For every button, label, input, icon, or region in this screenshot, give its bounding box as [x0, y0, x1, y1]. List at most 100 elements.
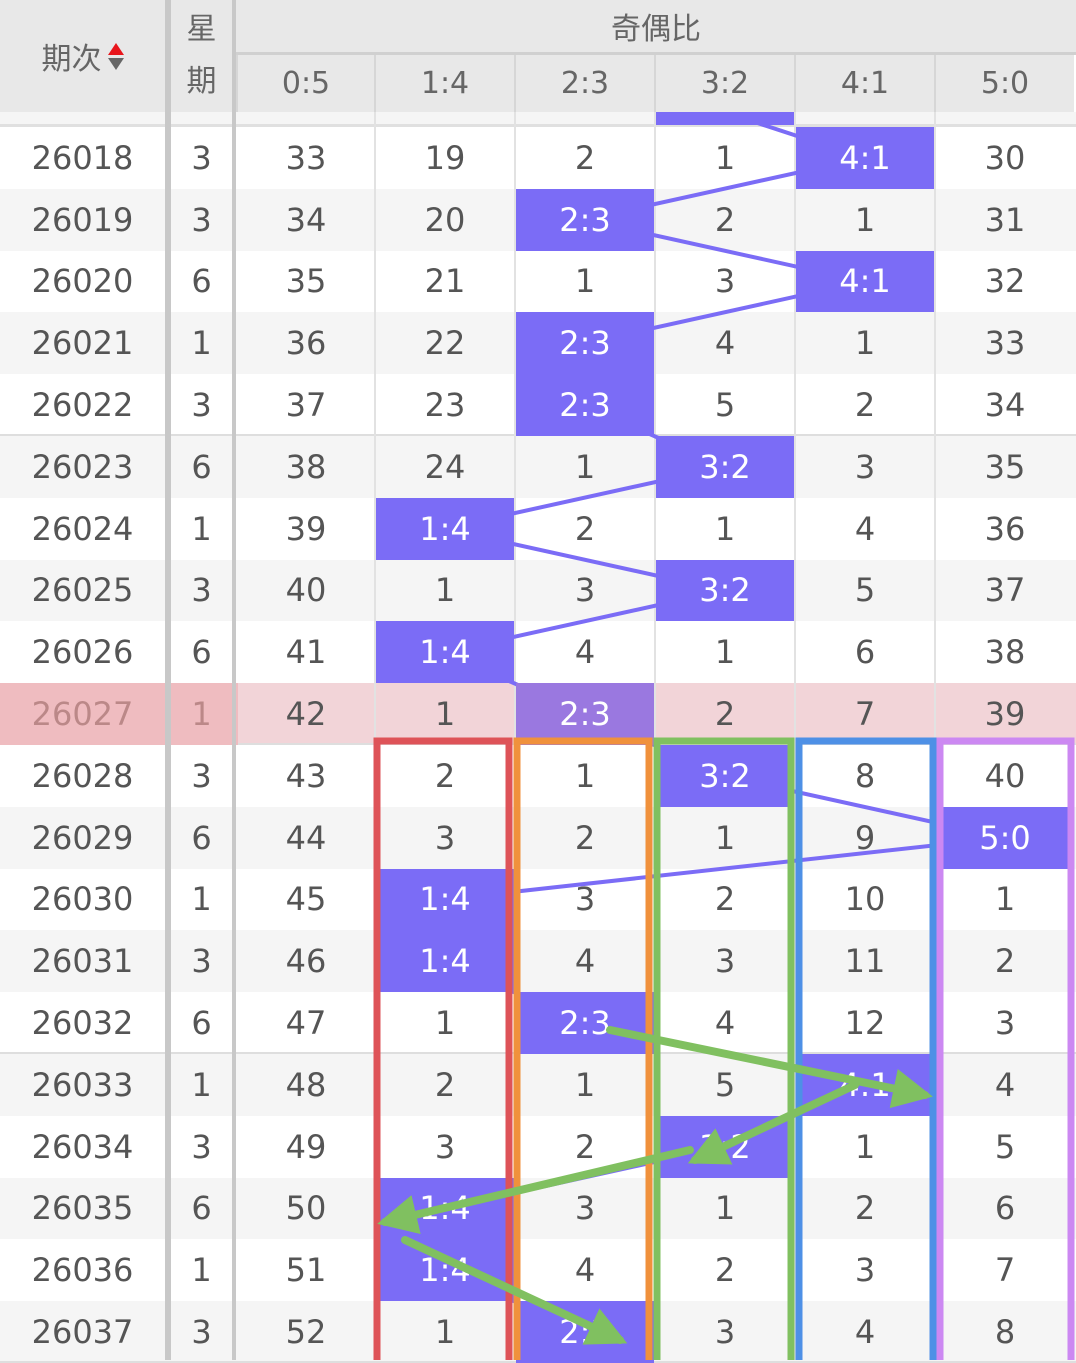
ratio-miss-count-cell: 1 [714, 818, 736, 857]
ratio-miss-count-cell: 6 [854, 633, 876, 672]
column-header: 0:5 [236, 55, 374, 112]
ratio-miss-count-cell: 1 [434, 1313, 456, 1352]
ratio-miss-count-cell: 4 [574, 942, 596, 981]
ratio-miss-count-cell: 33 [984, 324, 1026, 363]
ratio-miss-count-cell: 7 [854, 695, 876, 734]
ratio-miss-count-cell: 34 [285, 200, 327, 239]
ratio-miss-count-cell: 1 [714, 138, 736, 177]
ratio-miss-count-cell: 2 [714, 695, 736, 734]
weekday-cell: 3 [191, 386, 212, 425]
ratio-miss-count-cell: 4 [714, 1004, 736, 1043]
ratio-miss-count-cell: 4 [854, 1313, 876, 1352]
ratio-miss-count-cell: 5 [714, 386, 736, 425]
ratio-miss-count-cell: 40 [984, 756, 1026, 795]
ratio-miss-count-cell: 49 [285, 1127, 327, 1166]
ratio-miss-count-cell: 46 [285, 942, 327, 981]
period-cell: 26027 [31, 695, 134, 734]
column-header: 5:0 [934, 55, 1074, 112]
ratio-miss-count-cell: 8 [854, 756, 876, 795]
period-header[interactable]: 期次 [0, 0, 165, 112]
ratio-miss-count-cell: 1 [574, 262, 596, 301]
ratio-miss-count-cell: 1 [434, 571, 456, 610]
ratio-hit-cell: 5:0 [936, 806, 1074, 869]
ratio-miss-count-cell: 35 [984, 447, 1026, 486]
ratio-miss-count-cell: 1 [714, 509, 736, 548]
ratio-miss-count-cell: 30 [984, 138, 1026, 177]
weekday-cell: 1 [191, 324, 212, 363]
weekday-cell: 3 [191, 942, 212, 981]
weekday-cell: 1 [191, 1251, 212, 1290]
weekday-cell: 6 [191, 1004, 212, 1043]
weekday-cell: 3 [191, 756, 212, 795]
ratio-miss-count-cell: 37 [285, 386, 327, 425]
ratio-miss-count-cell: 8 [994, 1313, 1016, 1352]
ratio-hit-cell: 2:3 [516, 1301, 654, 1363]
ratio-miss-count-cell: 2 [714, 880, 736, 919]
ratio-miss-count-cell: 31 [984, 200, 1026, 239]
ratio-miss-count-cell: 6 [994, 1189, 1016, 1228]
column-line [374, 112, 376, 1360]
column-divider [165, 0, 171, 1360]
ratio-miss-count-cell: 36 [285, 324, 327, 363]
ratio-miss-count-cell: 50 [285, 1189, 327, 1228]
ratio-miss-count-cell: 4 [714, 324, 736, 363]
ratio-hit-cell: 1:4 [376, 1239, 514, 1302]
ratio-miss-count-cell: 39 [285, 509, 327, 548]
ratio-hit-cell: 4:1 [796, 250, 934, 313]
weekday-header: 星 期 [171, 0, 232, 112]
weekday-cell: 3 [191, 571, 212, 610]
weekday-cell: 6 [191, 818, 212, 857]
column-divider [232, 0, 236, 1360]
weekday-cell: 1 [191, 695, 212, 734]
column-line [794, 112, 796, 1360]
ratio-miss-count-cell: 1 [574, 447, 596, 486]
ratio-miss-count-cell: 5 [854, 571, 876, 610]
ratio-miss-count-cell: 3 [714, 1313, 736, 1352]
column-line [934, 112, 936, 1360]
ratio-hit-cell: 1:4 [376, 621, 514, 684]
ratio-miss-count-cell: 36 [984, 509, 1026, 548]
weekday-cell: 6 [191, 633, 212, 672]
weekday-cell: 1 [191, 880, 212, 919]
ratio-hit-cell: 1:4 [376, 868, 514, 931]
ratio-miss-count-cell: 24 [424, 447, 466, 486]
ratio-miss-count-cell: 1 [714, 1189, 736, 1228]
ratio-hit-cell: 3:2 [656, 745, 794, 807]
period-cell: 26028 [31, 756, 134, 795]
ratio-miss-count-cell: 4 [854, 509, 876, 548]
sort-up-down-icon[interactable] [107, 42, 124, 70]
ratio-miss-count-cell: 52 [285, 1313, 327, 1352]
ratio-miss-count-cell: 4 [574, 1251, 596, 1290]
period-cell: 26030 [31, 880, 134, 919]
ratio-hit-cell: 3:2 [656, 436, 794, 498]
weekday-cell: 6 [191, 262, 212, 301]
ratio-miss-count-cell: 4 [994, 1065, 1016, 1104]
ratio-hit-cell: 2:3 [516, 312, 654, 375]
ratio-miss-count-cell: 2 [574, 138, 596, 177]
ratio-miss-count-cell: 1 [994, 880, 1016, 919]
ratio-miss-count-cell: 2 [714, 200, 736, 239]
ratio-miss-count-cell: 9 [854, 818, 876, 857]
partial-highlight-cell [656, 112, 794, 125]
column-header: 1:4 [374, 55, 514, 112]
ratio-hit-cell: 4:1 [796, 1054, 934, 1116]
ratio-miss-count-cell: 19 [424, 138, 466, 177]
ratio-miss-count-cell: 3 [434, 818, 456, 857]
period-header-label: 期次 [41, 42, 102, 77]
ratio-miss-count-cell: 41 [285, 633, 327, 672]
ratio-miss-count-cell: 3 [994, 1004, 1016, 1043]
ratio-miss-count-cell: 1 [714, 633, 736, 672]
ratio-miss-count-cell: 3 [854, 447, 876, 486]
ratio-hit-cell: 2:3 [516, 992, 654, 1054]
ratio-miss-count-cell: 1 [854, 1127, 876, 1166]
ratio-miss-count-cell: 3 [434, 1127, 456, 1166]
period-cell: 26035 [31, 1189, 134, 1228]
period-cell: 26032 [31, 1004, 134, 1043]
ratio-miss-count-cell: 2 [434, 1065, 456, 1104]
period-cell: 26025 [31, 571, 134, 610]
weekday-cell: 3 [191, 200, 212, 239]
ratio-hit-cell: 1:4 [376, 1177, 514, 1240]
ratio-miss-count-cell: 2 [854, 1189, 876, 1228]
period-cell: 26036 [31, 1251, 134, 1290]
period-cell: 26023 [31, 447, 134, 486]
